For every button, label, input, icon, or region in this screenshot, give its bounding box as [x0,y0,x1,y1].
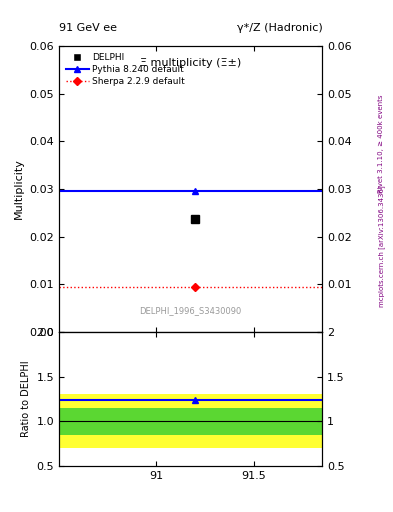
Text: Ξ multiplicity (Ξ±): Ξ multiplicity (Ξ±) [140,57,241,68]
Text: mcplots.cern.ch [arXiv:1306.3436]: mcplots.cern.ch [arXiv:1306.3436] [378,185,385,307]
Text: 91 GeV ee: 91 GeV ee [59,23,117,33]
Bar [59,394,322,448]
Legend: DELPHI, Pythia 8.240 default, Sherpa 2.2.9 default: DELPHI, Pythia 8.240 default, Sherpa 2.2… [63,51,188,89]
Y-axis label: Ratio to DELPHI: Ratio to DELPHI [21,360,31,437]
Y-axis label: Multiplicity: Multiplicity [14,159,24,220]
Text: Rivet 3.1.10, ≥ 400k events: Rivet 3.1.10, ≥ 400k events [378,94,384,193]
Text: DELPHI_1996_S3430090: DELPHI_1996_S3430090 [140,306,242,315]
Text: γ*/Z (Hadronic): γ*/Z (Hadronic) [237,23,322,33]
Bar [59,408,322,435]
